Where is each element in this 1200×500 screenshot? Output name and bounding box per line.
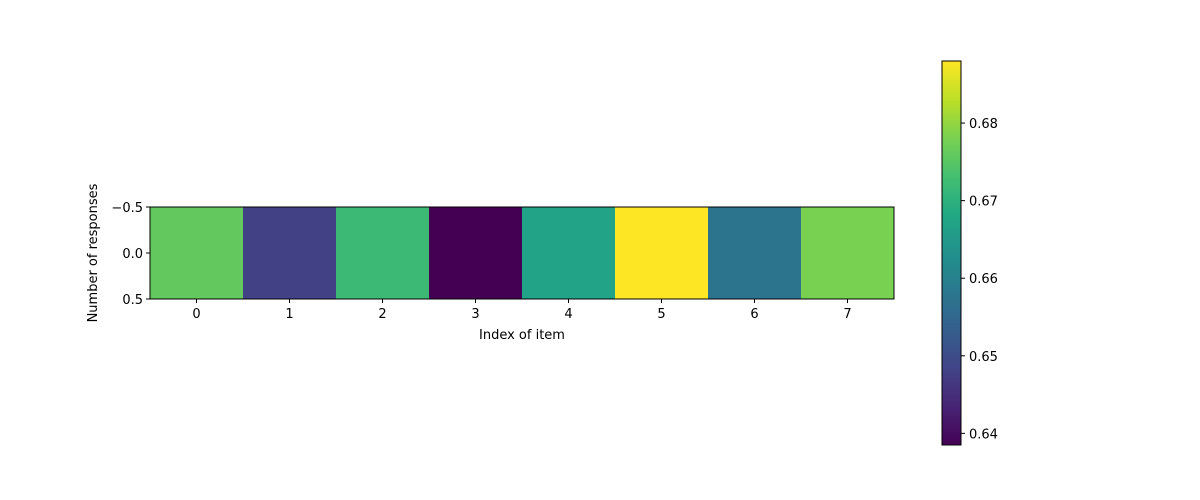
y-tick-label: −0.5 bbox=[111, 201, 143, 216]
heatmap-cell bbox=[801, 207, 894, 299]
heatmap-cell bbox=[243, 207, 336, 299]
x-axis-label: Index of item bbox=[479, 328, 565, 343]
x-tick-label: 4 bbox=[564, 307, 572, 322]
x-tick-label: 2 bbox=[378, 307, 386, 322]
heatmap-cell bbox=[522, 207, 615, 299]
y-tick-label: 0.5 bbox=[122, 293, 143, 308]
y-axis-ticks: −0.5 0.0 0.5 bbox=[111, 201, 150, 308]
colorbar-tick-label: 0.64 bbox=[969, 427, 998, 442]
x-tick-label: 6 bbox=[750, 307, 758, 322]
colorbar-ticks: 0.64 0.65 0.66 0.67 0.68 bbox=[961, 117, 998, 442]
x-axis-ticks: 0 1 2 3 4 5 6 7 bbox=[192, 299, 852, 322]
x-tick-label: 5 bbox=[657, 307, 665, 322]
heatmap-cell bbox=[150, 207, 243, 299]
colorbar-tick-label: 0.67 bbox=[969, 195, 998, 210]
y-tick-label: 0.0 bbox=[122, 247, 143, 262]
x-tick-label: 0 bbox=[192, 307, 200, 322]
heatmap-cell bbox=[708, 207, 801, 299]
colorbar-tick-label: 0.66 bbox=[969, 272, 998, 287]
colorbar-tick-label: 0.65 bbox=[969, 350, 998, 365]
heatmap-cell bbox=[336, 207, 429, 299]
heatmap-cell bbox=[615, 207, 708, 299]
x-tick-label: 1 bbox=[285, 307, 293, 322]
colorbar-tick-label: 0.68 bbox=[969, 117, 998, 132]
colorbar bbox=[941, 60, 962, 446]
x-tick-label: 3 bbox=[471, 307, 479, 322]
heatmap-cell bbox=[429, 207, 522, 299]
y-axis-label: Number of responses bbox=[86, 183, 101, 322]
x-tick-label: 7 bbox=[843, 307, 851, 322]
heatmap-cells bbox=[150, 207, 894, 299]
